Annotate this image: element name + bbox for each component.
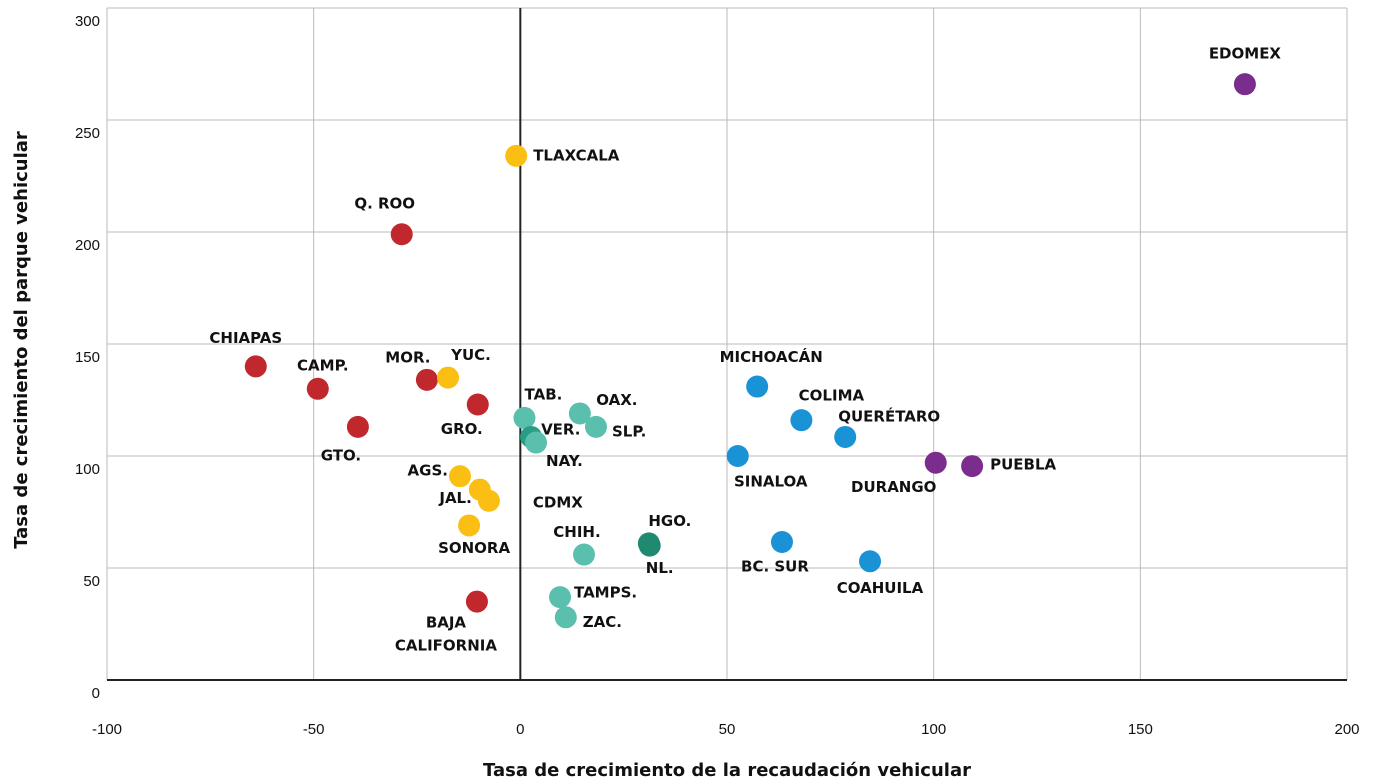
point-label: SONORA bbox=[438, 539, 510, 557]
point bbox=[1233, 73, 1256, 96]
x-tick-label: 50 bbox=[719, 721, 736, 738]
point-label: COAHUILA bbox=[837, 579, 924, 597]
point bbox=[746, 375, 769, 398]
y-axis-title: Tasa de crecimiento del parque vehicular bbox=[11, 131, 32, 549]
y-tick-label: 250 bbox=[75, 125, 100, 142]
point-label: TAB. bbox=[525, 385, 563, 403]
point bbox=[306, 377, 329, 400]
x-tick-label: -100 bbox=[92, 721, 122, 738]
point-label: MOR. bbox=[385, 348, 430, 366]
point bbox=[726, 445, 749, 467]
point-label: NAY. bbox=[546, 452, 583, 470]
point-label: TAMPS. bbox=[574, 584, 637, 602]
x-tick-label: 100 bbox=[921, 721, 946, 738]
point bbox=[859, 550, 882, 573]
point bbox=[584, 415, 607, 438]
point-label: CDMX bbox=[533, 493, 583, 511]
point bbox=[554, 606, 577, 629]
y-tick-label: 0 bbox=[92, 685, 100, 702]
point bbox=[770, 531, 793, 554]
point bbox=[465, 590, 488, 613]
point bbox=[415, 368, 438, 391]
point bbox=[477, 489, 500, 512]
point-label: PUEBLA bbox=[990, 456, 1056, 474]
point bbox=[448, 465, 471, 488]
point bbox=[525, 431, 548, 454]
point bbox=[568, 402, 591, 425]
point bbox=[924, 451, 947, 474]
point-label: CHIAPAS bbox=[209, 329, 282, 347]
point-label: ZAC. bbox=[583, 613, 622, 631]
y-tick-label: 300 bbox=[75, 13, 100, 30]
point bbox=[437, 366, 459, 389]
point-label: AGS. bbox=[408, 462, 448, 480]
point-label: GRO. bbox=[441, 420, 483, 438]
point bbox=[244, 355, 267, 378]
point-label: SINALOA bbox=[734, 473, 808, 491]
point-label: QUERÉTARO bbox=[838, 406, 940, 425]
x-tick-label: 0 bbox=[516, 721, 524, 738]
point bbox=[834, 425, 857, 448]
point-label: CHIH. bbox=[553, 523, 600, 541]
point-label: BC. SUR bbox=[741, 558, 809, 576]
point-label: VER. bbox=[541, 420, 580, 438]
point bbox=[549, 586, 572, 609]
point-label: CAMP. bbox=[297, 356, 348, 374]
point bbox=[390, 223, 413, 246]
point-label: JAL. bbox=[438, 489, 471, 507]
point-label: DURANGO bbox=[851, 478, 936, 496]
point bbox=[638, 534, 661, 557]
point bbox=[790, 409, 813, 432]
point-label: TLAXCALA bbox=[533, 146, 620, 164]
point-label: COLIMA bbox=[799, 387, 865, 405]
y-tick-label: 150 bbox=[75, 349, 100, 366]
point bbox=[513, 406, 536, 429]
point-label: BAJA CALIFORNIA bbox=[395, 613, 497, 654]
point-label: Q. ROO bbox=[354, 195, 415, 213]
point-label: HGO. bbox=[648, 512, 691, 530]
point bbox=[961, 455, 984, 478]
point-label: GTO. bbox=[321, 446, 361, 464]
point-label: OAX. bbox=[596, 391, 637, 409]
y-tick-label: 50 bbox=[83, 573, 100, 590]
x-tick-label: -50 bbox=[303, 721, 325, 738]
point-label: NL. bbox=[646, 559, 674, 577]
y-tick-label: 200 bbox=[75, 237, 100, 254]
point bbox=[458, 514, 481, 537]
point-label: EDOMEX bbox=[1209, 45, 1282, 63]
point-label: YUC. bbox=[450, 346, 491, 364]
x-tick-label: 150 bbox=[1128, 721, 1153, 738]
x-axis-title: Tasa de crecimiento de la recaudación ve… bbox=[483, 760, 971, 780]
x-tick-label: 200 bbox=[1334, 721, 1359, 738]
y-tick-label: 100 bbox=[75, 461, 100, 478]
point bbox=[572, 543, 595, 566]
point-label: MICHOACÁN bbox=[720, 347, 823, 366]
point bbox=[466, 393, 489, 416]
point-label: SLP. bbox=[612, 422, 646, 440]
point bbox=[346, 415, 369, 438]
point bbox=[505, 144, 528, 167]
